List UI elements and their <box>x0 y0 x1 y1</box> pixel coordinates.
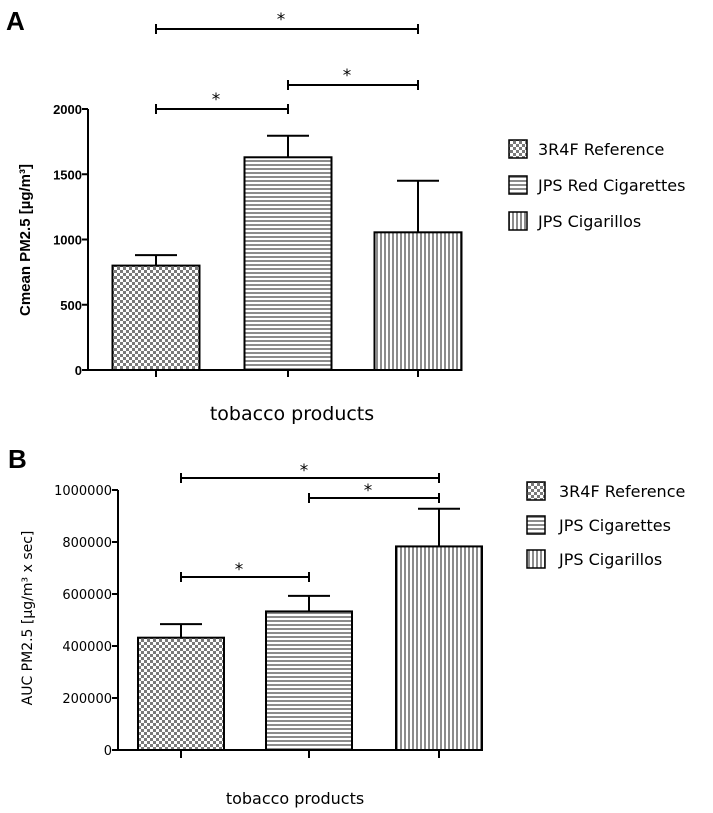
chart-panel-b: 0 200000 400000 600000 800000 1000000 * * * AUC P… <box>20 461 685 808</box>
y-tick-label: 200000 <box>62 692 112 707</box>
bar <box>395 545 483 751</box>
legend-label: JPS Cigarillos <box>537 212 641 231</box>
legend-swatch <box>508 211 528 231</box>
significance-label: * <box>235 560 244 580</box>
legend-label: 3R4F Reference <box>538 140 664 159</box>
y-tick-label: 800000 <box>62 536 112 551</box>
y-tick-label: 0 <box>104 744 112 759</box>
y-axis-label: AUC PM2.5 [µg/m³ x sec] <box>20 531 36 706</box>
bar <box>111 264 201 372</box>
legend-label: JPS Cigarettes <box>558 516 671 535</box>
panel-letter-b: B <box>8 444 27 474</box>
legend-label: JPS Red Cigarettes <box>537 176 685 195</box>
y-tick-label: 1500 <box>53 167 82 182</box>
y-tick-label: 1000000 <box>54 484 112 499</box>
bar <box>265 610 353 751</box>
significance-label: * <box>364 481 373 501</box>
legend-swatch <box>508 175 528 195</box>
y-tick-label: 400000 <box>62 640 112 655</box>
x-axis-label: tobacco products <box>210 403 374 425</box>
significance-label: * <box>277 10 286 30</box>
significance-label: * <box>212 90 221 110</box>
y-tick-label: 0 <box>75 363 82 378</box>
legend-label: 3R4F Reference <box>559 482 685 501</box>
legend-swatch <box>508 139 528 159</box>
y-tick-label: 500 <box>60 298 82 313</box>
panel-letter-a: A <box>6 6 25 36</box>
significance-label: * <box>300 461 309 481</box>
y-axis-label: Cmean PM2.5 [µg/m³] <box>17 164 34 316</box>
significance-label: * <box>343 66 352 86</box>
legend-label: JPS Cigarillos <box>558 550 662 569</box>
legend-swatch <box>526 515 546 535</box>
bar <box>243 156 333 371</box>
chart-panel-a: 0 500 1000 1500 2000 * * * Cmean PM2.5 [µg/m³] to… <box>17 10 685 425</box>
legend-swatch <box>526 481 546 501</box>
bar <box>373 231 463 371</box>
y-tick-label: 600000 <box>62 588 112 603</box>
x-axis-label: tobacco products <box>226 789 364 808</box>
y-tick-label: 2000 <box>53 102 82 117</box>
y-tick-label: 1000 <box>53 233 82 248</box>
legend-swatch <box>526 549 546 569</box>
bar <box>137 636 225 751</box>
